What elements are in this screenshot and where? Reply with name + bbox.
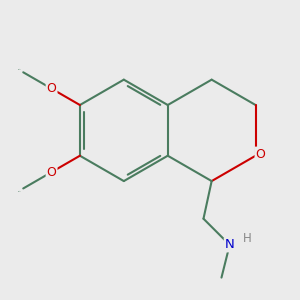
Text: meth: meth: [17, 69, 21, 70]
Text: meth: meth: [17, 190, 21, 192]
Text: N: N: [225, 238, 235, 251]
Text: O: O: [46, 166, 56, 178]
Text: O: O: [256, 148, 266, 160]
Text: H: H: [243, 232, 252, 245]
Text: O: O: [46, 82, 56, 95]
